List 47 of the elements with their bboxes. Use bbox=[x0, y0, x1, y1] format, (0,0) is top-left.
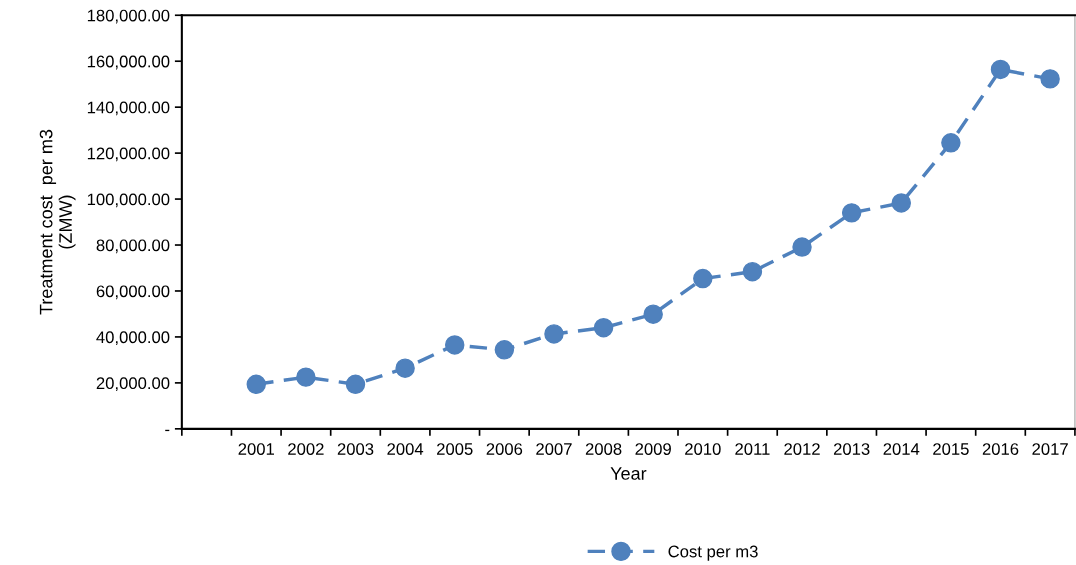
point bbox=[742, 261, 763, 282]
y-tick-label: 120,000.00 bbox=[87, 147, 170, 162]
point bbox=[891, 193, 911, 213]
x-tick-label: 2015 bbox=[933, 443, 969, 455]
x-tick-label: 2016 bbox=[982, 443, 1019, 455]
point bbox=[494, 340, 515, 360]
x-tick-label: 2012 bbox=[784, 443, 820, 455]
x-tick-label: 2004 bbox=[387, 443, 424, 455]
point bbox=[544, 324, 564, 344]
x-tick-label: 2002 bbox=[288, 443, 324, 455]
x-tick-label: 2014 bbox=[883, 443, 920, 455]
y-tick-label: 180,000.00 bbox=[87, 9, 170, 24]
point bbox=[990, 59, 1011, 80]
point bbox=[941, 133, 961, 153]
x-tick-label: 2006 bbox=[486, 443, 523, 455]
point bbox=[1040, 69, 1060, 89]
y-tick-label: - bbox=[165, 429, 170, 432]
point bbox=[841, 203, 862, 223]
point bbox=[246, 374, 266, 394]
x-axis-title: Year bbox=[610, 467, 647, 480]
x-tick-label: 2011 bbox=[735, 443, 770, 455]
y-tick-label: 20,000.00 bbox=[96, 377, 170, 392]
x-tick-label: 2010 bbox=[685, 443, 721, 455]
point bbox=[792, 237, 812, 257]
y-tick-label: 140,000.00 bbox=[87, 101, 170, 116]
point bbox=[296, 367, 316, 387]
x-tick-label: 2003 bbox=[337, 443, 374, 455]
x-tick-label: 2017 bbox=[1032, 443, 1068, 455]
point bbox=[693, 268, 713, 289]
point bbox=[593, 318, 614, 338]
y-tick-label: 100,000.00 bbox=[87, 193, 170, 208]
y-tick-label: 40,000.00 bbox=[96, 331, 170, 346]
x-tick-label: 2001 bbox=[238, 443, 274, 455]
x-tick-label: 2008 bbox=[585, 443, 622, 455]
point bbox=[643, 304, 663, 324]
y-tick-label: 80,000.00 bbox=[96, 239, 170, 254]
y-tick-label: 160,000.00 bbox=[87, 55, 170, 70]
x-tick-label: 2009 bbox=[635, 443, 671, 455]
point bbox=[395, 358, 415, 378]
point bbox=[445, 335, 465, 355]
point bbox=[345, 374, 366, 394]
y-tick-label: 60,000.00 bbox=[96, 285, 170, 300]
y-axis-title: Treatment cost per m3 (ZMW) bbox=[39, 129, 76, 315]
x-tick-label: 2007 bbox=[536, 443, 572, 455]
x-tick-label: 2013 bbox=[833, 443, 870, 455]
legend-label: Cost per m3 bbox=[668, 545, 758, 561]
x-tick-label: 2005 bbox=[437, 443, 473, 455]
